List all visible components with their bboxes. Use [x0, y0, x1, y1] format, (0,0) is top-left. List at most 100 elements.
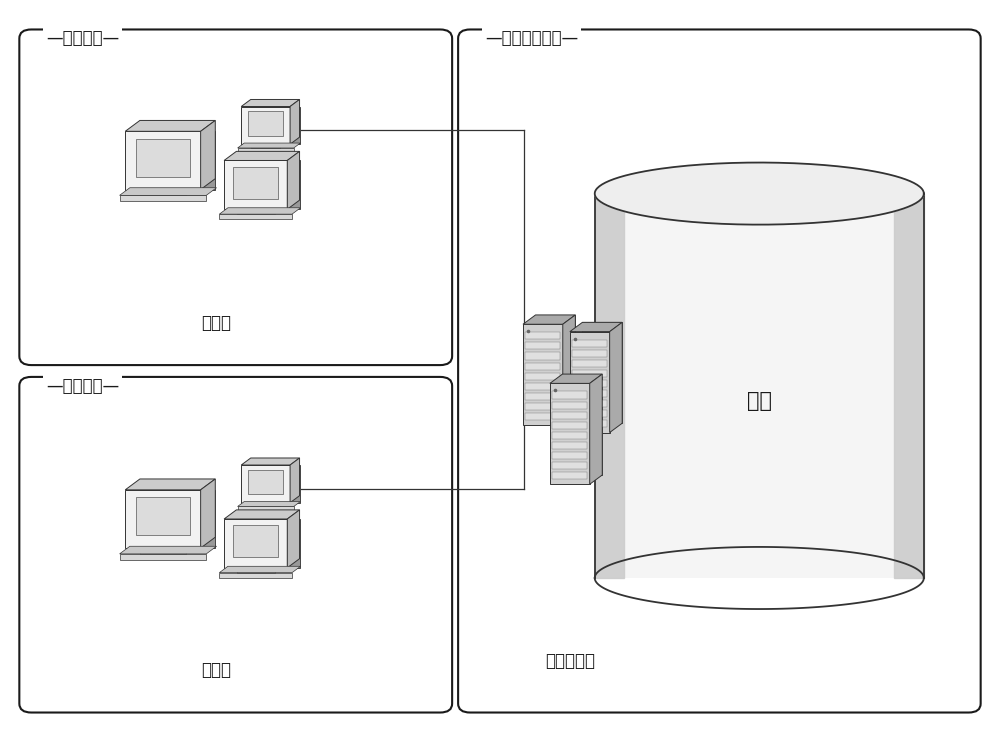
Bar: [237, 568, 275, 573]
Polygon shape: [590, 374, 602, 485]
Bar: [562, 374, 602, 475]
Polygon shape: [595, 162, 924, 225]
Bar: [140, 490, 215, 548]
Bar: [550, 384, 590, 485]
Bar: [241, 107, 290, 144]
Bar: [552, 412, 587, 418]
Polygon shape: [287, 151, 300, 209]
Bar: [572, 380, 607, 387]
Bar: [552, 421, 587, 429]
Bar: [241, 465, 290, 503]
Bar: [552, 462, 587, 469]
Bar: [125, 490, 201, 548]
Bar: [248, 470, 283, 494]
Bar: [238, 507, 294, 510]
Bar: [572, 390, 607, 397]
Polygon shape: [120, 546, 217, 554]
Bar: [136, 139, 190, 177]
Bar: [525, 352, 560, 360]
Bar: [552, 432, 587, 439]
Polygon shape: [570, 322, 622, 332]
Bar: [572, 370, 607, 377]
Bar: [552, 392, 587, 398]
Text: —上海库房—: —上海库房—: [46, 377, 120, 395]
Bar: [140, 189, 186, 195]
Bar: [572, 421, 607, 427]
Bar: [125, 131, 201, 189]
Polygon shape: [125, 479, 215, 490]
Bar: [582, 322, 622, 423]
Bar: [136, 497, 190, 535]
Polygon shape: [201, 120, 215, 189]
Polygon shape: [287, 510, 300, 568]
Polygon shape: [290, 458, 300, 503]
Bar: [224, 160, 287, 209]
Bar: [552, 472, 587, 479]
Bar: [238, 148, 294, 152]
FancyBboxPatch shape: [19, 30, 452, 365]
Bar: [572, 410, 607, 418]
FancyBboxPatch shape: [19, 377, 452, 712]
Bar: [224, 519, 287, 568]
Bar: [251, 144, 280, 148]
Bar: [236, 519, 300, 568]
Bar: [552, 442, 587, 449]
Bar: [120, 195, 206, 201]
Bar: [525, 372, 560, 380]
Polygon shape: [201, 479, 215, 548]
Bar: [525, 403, 560, 410]
Polygon shape: [241, 99, 300, 107]
Text: 客户端: 客户端: [201, 314, 231, 332]
Bar: [140, 548, 186, 554]
Bar: [251, 503, 280, 507]
Polygon shape: [125, 120, 215, 131]
Polygon shape: [238, 502, 300, 507]
Bar: [572, 400, 607, 407]
Polygon shape: [610, 322, 622, 433]
Polygon shape: [894, 194, 924, 578]
Bar: [572, 360, 607, 367]
Bar: [251, 465, 300, 503]
Bar: [525, 393, 560, 400]
Bar: [219, 214, 292, 219]
Bar: [236, 160, 300, 209]
Polygon shape: [238, 143, 300, 148]
Bar: [140, 131, 215, 189]
Text: 多个服务器: 多个服务器: [545, 651, 595, 670]
Polygon shape: [241, 458, 300, 465]
Polygon shape: [290, 99, 300, 144]
Bar: [525, 342, 560, 349]
Text: —北京库房—: —北京库房—: [46, 30, 120, 47]
Polygon shape: [595, 194, 624, 578]
Polygon shape: [219, 208, 301, 214]
Bar: [251, 107, 300, 144]
Text: 客户端: 客户端: [201, 661, 231, 680]
Polygon shape: [224, 510, 300, 519]
Bar: [570, 332, 610, 433]
Text: 数据: 数据: [747, 391, 772, 411]
Bar: [552, 401, 587, 409]
Bar: [233, 525, 278, 557]
Bar: [572, 349, 607, 357]
Bar: [572, 340, 607, 347]
Polygon shape: [219, 566, 301, 573]
Bar: [595, 194, 924, 578]
Bar: [237, 209, 275, 214]
Polygon shape: [224, 151, 300, 160]
Bar: [233, 167, 278, 199]
Text: —集中部署服务—: —集中部署服务—: [485, 30, 578, 47]
Polygon shape: [120, 188, 217, 195]
Bar: [552, 452, 587, 459]
Bar: [219, 573, 292, 577]
Bar: [120, 554, 206, 559]
Bar: [523, 324, 563, 425]
Bar: [536, 315, 575, 416]
Polygon shape: [523, 315, 575, 324]
Polygon shape: [563, 315, 575, 425]
Bar: [525, 332, 560, 339]
FancyBboxPatch shape: [458, 30, 981, 712]
Polygon shape: [550, 374, 602, 384]
Bar: [525, 363, 560, 370]
Bar: [248, 111, 283, 136]
Bar: [525, 413, 560, 420]
